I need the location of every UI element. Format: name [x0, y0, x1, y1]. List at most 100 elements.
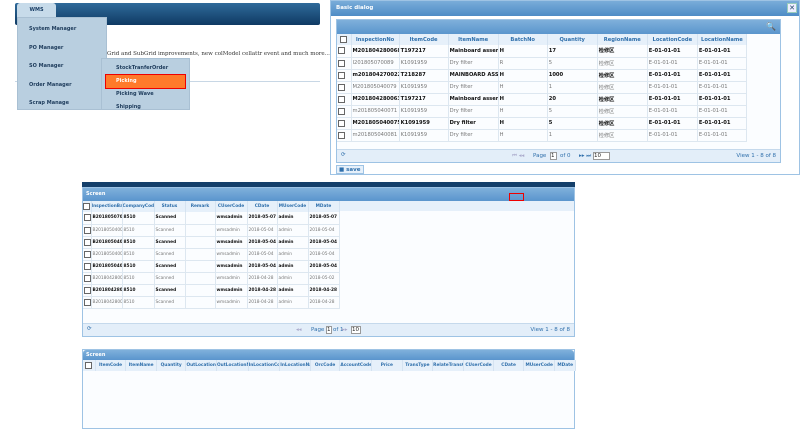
row-checkbox[interactable] [337, 57, 352, 70]
table-row[interactable]: B2018042800088510Scannedwmsadmin2018-04-… [83, 284, 340, 297]
table-cell: 8510 [122, 248, 155, 261]
page-input[interactable]: 1 [326, 326, 332, 334]
column-header[interactable]: Price [371, 360, 403, 371]
table-row[interactable]: M201804280068 T197217 Mainboard assem H 17 检修… [337, 45, 748, 58]
column-header[interactable]: CDate [247, 201, 278, 212]
table-row[interactable]: M201805040079 K1091959 Dry filter H 1 检修区 E-01… [337, 81, 748, 94]
select-all-checkbox[interactable] [83, 201, 92, 212]
column-header[interactable]: MUserCode [523, 360, 556, 371]
column-header[interactable]: CUserCode [463, 360, 495, 371]
table-cell: 1 [547, 129, 598, 142]
column-header[interactable]: AccountCode [339, 360, 372, 371]
table-row[interactable]: B2018050400238510Scannedwmsadmin2018-05-… [83, 224, 340, 237]
next-last-icon[interactable]: ▸▸ ⏭ [579, 153, 592, 159]
column-header[interactable]: InspectionBatch [91, 201, 123, 212]
row-checkbox[interactable] [337, 81, 352, 94]
column-header[interactable]: Quantity [547, 34, 598, 45]
column-header[interactable]: ItemName [448, 34, 499, 45]
row-checkbox[interactable] [337, 129, 352, 142]
column-header[interactable]: BatchNo [498, 34, 548, 45]
column-header[interactable]: Quantity [156, 360, 187, 371]
column-header[interactable]: LocationName [697, 34, 748, 45]
row-checkbox[interactable] [83, 236, 92, 249]
table-cell [185, 236, 216, 249]
column-header[interactable]: InLocationCode [248, 360, 281, 371]
close-icon[interactable]: ✕ [787, 3, 797, 13]
first-prev-icon[interactable]: ◂◂ [296, 327, 302, 333]
table-row[interactable]: B2018042800078510Scannedwmsadmin2018-04-… [83, 296, 340, 309]
rows-select[interactable]: 10 [351, 326, 361, 334]
select-all-checkbox[interactable] [83, 360, 96, 371]
column-header[interactable]: ItemCode [399, 34, 449, 45]
column-header[interactable]: ItemName [125, 360, 157, 371]
search-icon[interactable]: 🔍 [766, 22, 776, 31]
table-row[interactable]: M201804280063 T197217 Mainboard assem H 20 检修… [337, 93, 748, 106]
row-checkbox[interactable] [83, 260, 92, 273]
menu-item-po-manager[interactable]: PO Manager [29, 44, 64, 51]
column-header[interactable]: CUserCode [215, 201, 248, 212]
row-checkbox[interactable] [337, 105, 352, 118]
column-header[interactable]: OutLocationCo [185, 360, 218, 371]
row-checkbox[interactable] [337, 93, 352, 106]
tab-wms[interactable]: WMS [17, 3, 56, 18]
row-checkbox[interactable] [337, 117, 352, 130]
column-header[interactable]: Status [154, 201, 186, 212]
column-header[interactable]: MDate [308, 201, 340, 212]
submenu-item-picking-wave[interactable]: Picking Wave [116, 91, 154, 97]
table-cell: wmsadmin [215, 248, 248, 261]
table-cell: 2018-05-04 [247, 260, 278, 273]
row-checkbox[interactable] [83, 224, 92, 237]
column-header[interactable]: MDate [554, 360, 576, 371]
next-last-icon[interactable]: ▸▸ [342, 327, 348, 333]
column-header[interactable]: LocationCode [647, 34, 698, 45]
column-header[interactable]: Remark [185, 201, 216, 212]
table-row[interactable]: B2018050400188510Scannedwmsadmin2018-05-… [83, 248, 340, 261]
column-header[interactable]: MUserCode [277, 201, 309, 212]
row-checkbox[interactable] [83, 272, 92, 285]
table-cell: 8510 [122, 260, 155, 273]
table-row[interactable]: m201805040071 K1091959 Dry filter H 5 检修区 E-01… [337, 105, 748, 118]
row-checkbox[interactable] [83, 248, 92, 261]
screen1-pager: ⟳ ◂◂ Page 1 of 1 ▸▸ 10 View 1 - 8 of 8 [83, 323, 574, 336]
row-checkbox[interactable] [337, 45, 352, 58]
submenu-item-shipping[interactable]: Shipping [116, 104, 141, 110]
menu-item-so-manager[interactable]: SO Manager [29, 63, 64, 69]
table-row[interactable]: m201805040081 K1091959 Dry filter H 1 检修区 E-01… [337, 129, 748, 142]
table-row[interactable]: I201805070089 K1091959 Dry filter R 5 检修区 E-01… [337, 57, 748, 70]
first-prev-icon[interactable]: ⏮ ◂◂ [512, 153, 525, 159]
table-row[interactable]: B2018050700288510Scannedwmsadmin2018-05-… [83, 212, 340, 225]
column-header[interactable]: OutLocationNa [216, 360, 249, 371]
table-row[interactable]: B2018042800118510Scanned wmsadmin2018-04-… [83, 272, 340, 285]
column-header[interactable]: InspectionNo [351, 34, 400, 45]
table-row[interactable]: m201804270022 T218287 MAINBOARD ASSE H 1000 检… [337, 69, 748, 82]
menu-item-scrap-manage[interactable]: Scrap Manage [29, 100, 69, 106]
column-header[interactable]: TransType [402, 360, 434, 371]
row-checkbox[interactable] [83, 284, 92, 297]
column-header[interactable]: ItemCode [95, 360, 127, 371]
column-header[interactable]: CompanyCode [122, 201, 155, 212]
rows-select[interactable]: 10 [593, 152, 610, 160]
refresh-icon[interactable]: ⟳ [87, 326, 92, 332]
table-cell: H [498, 105, 548, 118]
refresh-icon[interactable]: ⟳ [341, 152, 346, 158]
table-row[interactable]: B2018050400178510Scannedwmsadmin2018-05-… [83, 260, 340, 273]
row-checkbox[interactable] [337, 69, 352, 82]
save-button[interactable]: ■ save [336, 165, 364, 174]
column-header[interactable]: RelateTransCo [432, 360, 464, 371]
row-checkbox[interactable] [83, 212, 92, 225]
menu-item-order-manager[interactable]: Order Manager [29, 81, 72, 88]
table-cell: M201804280068 [351, 45, 400, 58]
column-header[interactable]: RegionName [597, 34, 648, 45]
submenu-item-stocktranferorder[interactable]: StockTranferOrder [116, 65, 169, 71]
table-cell: 8510 [122, 296, 155, 309]
select-all-checkbox[interactable] [337, 34, 352, 45]
menu-item-system-manager[interactable]: System Manager [29, 26, 77, 32]
page-input[interactable]: 1 [550, 152, 557, 160]
row-checkbox[interactable] [83, 296, 92, 309]
table-row[interactable]: B2018050400198510Scannedwmsadmin2018-05-… [83, 236, 340, 249]
column-header[interactable]: CDate [493, 360, 524, 371]
table-row[interactable]: M201805040075 K1091959 Dry filter H 5 检修区 E-01… [337, 117, 748, 130]
submenu-item-picking[interactable]: Picking [105, 74, 186, 89]
column-header[interactable]: OrcCode [310, 360, 341, 371]
column-header[interactable]: InLocationNam [279, 360, 311, 371]
